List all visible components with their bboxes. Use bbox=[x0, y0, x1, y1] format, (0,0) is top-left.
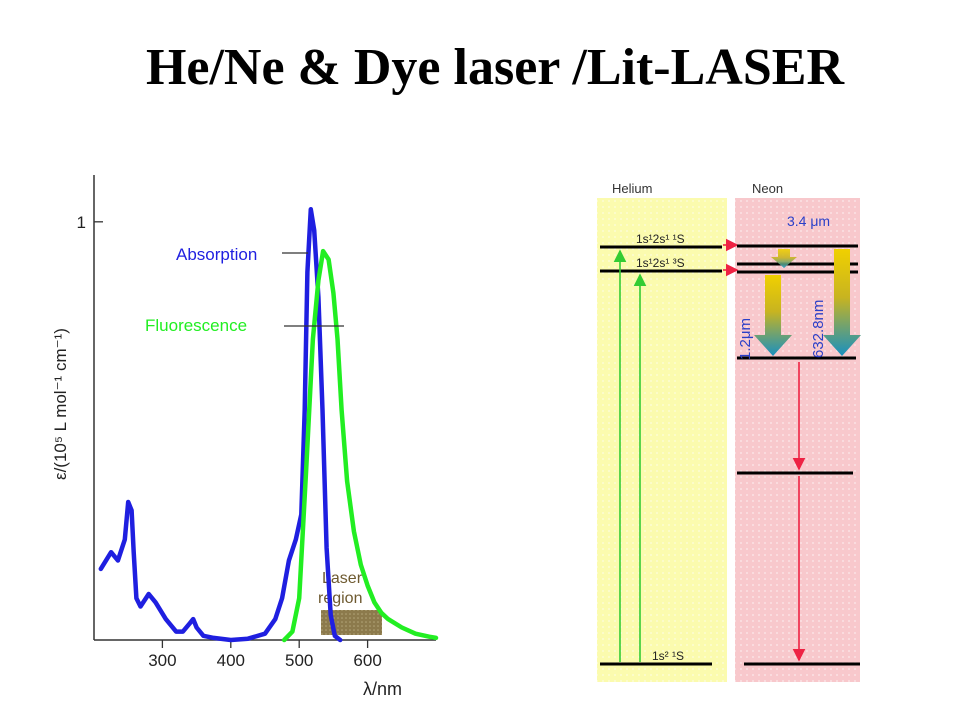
energy-level-diagram: Helium Neon 1s¹2s¹ ¹S 1s¹2s¹ ³S 1s² ¹S 3… bbox=[597, 181, 861, 682]
x-tick-label: 400 bbox=[217, 651, 245, 670]
y-tick-label: 1 bbox=[77, 213, 86, 232]
he-level-label-triplet: 1s¹2s¹ ³S bbox=[636, 256, 685, 270]
fluorescence-curve bbox=[281, 248, 439, 643]
x-tick-label: 500 bbox=[285, 651, 313, 670]
absorption-curve bbox=[98, 207, 343, 643]
arrow-3-4um bbox=[771, 249, 797, 268]
neon-header: Neon bbox=[752, 181, 783, 196]
he-ground-label: 1s² ¹S bbox=[652, 649, 684, 663]
arrow-1-2um bbox=[754, 275, 792, 356]
helium-header: Helium bbox=[612, 181, 652, 196]
helium-column bbox=[597, 198, 727, 682]
he-level-label-singlet: 1s¹2s¹ ¹S bbox=[636, 232, 685, 246]
laser-region-label-line2: region bbox=[318, 590, 362, 607]
laser-region-label-line1: Laser bbox=[322, 570, 363, 587]
x-axis-label: λ/nm bbox=[363, 679, 402, 699]
y-axis-label: ε/(10⁵ L mol⁻¹ cm⁻¹) bbox=[51, 328, 70, 480]
slide-title: He/Ne & Dye laser /Lit-LASER bbox=[145, 39, 845, 96]
label-1-2um: 1.2μm bbox=[737, 318, 754, 360]
label-3-4um: 3.4 μm bbox=[787, 213, 830, 229]
legend-absorption: Absorption bbox=[176, 245, 257, 264]
x-tick-label: 600 bbox=[353, 651, 381, 670]
series-layer bbox=[98, 207, 439, 643]
label-632-8nm: 632.8nm bbox=[810, 300, 827, 358]
arrow-632-8nm bbox=[823, 249, 861, 356]
legend-fluorescence: Fluorescence bbox=[145, 316, 247, 335]
x-tick-label: 300 bbox=[148, 651, 176, 670]
tick-layer: 300 400 500 600 1 bbox=[77, 213, 382, 670]
